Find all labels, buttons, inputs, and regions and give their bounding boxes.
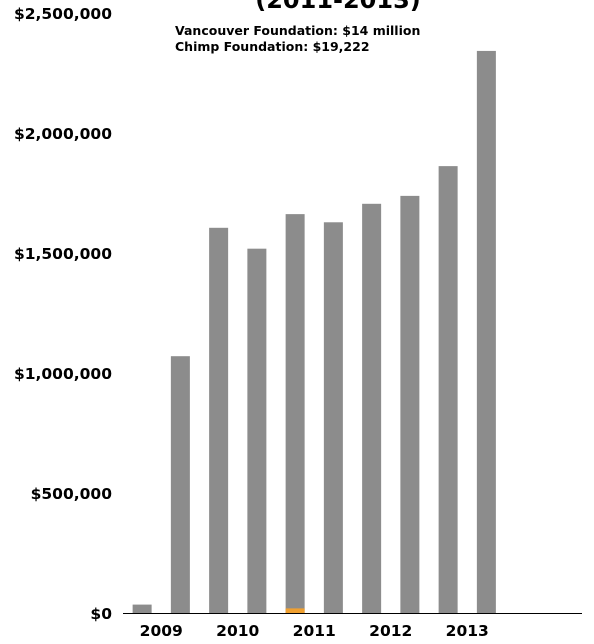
bar: [438, 166, 458, 613]
y-tick-label: $2,000,000: [14, 125, 112, 143]
bar: [285, 214, 305, 613]
annotation-vancouver-foundation: Vancouver Foundation: $14 million: [175, 23, 420, 38]
y-tick-label: $0: [90, 605, 112, 623]
y-tick-label: $500,000: [31, 485, 113, 503]
bars: [132, 50, 496, 614]
y-axis: $0 $500,000 $1,000,000 $1,500,000 $2,000,000…: [14, 5, 112, 623]
x-tick-label: 2013: [446, 622, 489, 640]
x-tick-label: 2012: [369, 622, 412, 640]
y-tick-label: $1,500,000: [14, 245, 112, 263]
x-tick-label: 2009: [140, 622, 183, 640]
x-tick-label: 2010: [216, 622, 259, 640]
bar: [285, 608, 305, 613]
annotation-chimp-foundation: Chimp Foundation: $19,222: [175, 39, 370, 54]
x-tick-label: 2011: [293, 622, 336, 640]
bar: [476, 50, 496, 614]
bar: [400, 195, 420, 613]
bar: [247, 248, 267, 613]
y-tick-label: $1,000,000: [14, 365, 112, 383]
bar: [132, 604, 152, 613]
bar: [323, 222, 343, 613]
x-axis: 2009 2010 2011 2012 2013: [140, 622, 489, 640]
bar: [362, 203, 382, 614]
bar: [209, 227, 229, 614]
bar: [170, 356, 190, 613]
chart-title: (2011-2013): [255, 0, 421, 14]
y-tick-label: $2,500,000: [14, 5, 112, 23]
